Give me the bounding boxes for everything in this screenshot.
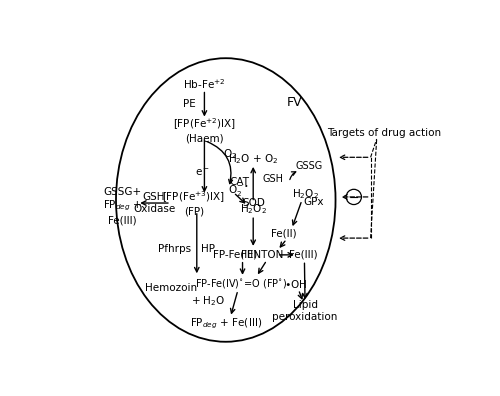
Text: e$^-$: e$^-$ — [196, 167, 210, 178]
Text: Targets of drug action: Targets of drug action — [328, 128, 442, 138]
Text: [FP(Fe$^{+3}$)IX]
(FP): [FP(Fe$^{+3}$)IX] (FP) — [162, 189, 226, 217]
Text: Hemozoin: Hemozoin — [145, 284, 197, 293]
Text: FP$_{deg}$ + Fe(III): FP$_{deg}$ + Fe(III) — [190, 316, 262, 331]
Text: SOD: SOD — [242, 198, 265, 208]
Text: $\bullet$OH: $\bullet$OH — [284, 278, 307, 290]
Text: FV: FV — [286, 96, 302, 109]
Text: GSSG: GSSG — [296, 162, 323, 171]
Text: FENTON: FENTON — [241, 250, 284, 260]
Text: CAT: CAT — [230, 177, 250, 187]
Text: FP-Fe(IV)$^{\circ}$=O (FP$^{\circ}$): FP-Fe(IV)$^{\circ}$=O (FP$^{\circ}$) — [195, 277, 287, 290]
Text: PE: PE — [182, 99, 196, 109]
Text: H$_2$O$_2$: H$_2$O$_2$ — [240, 202, 266, 216]
Text: Fe(III): Fe(III) — [289, 250, 318, 260]
Text: $-$: $-$ — [348, 190, 360, 204]
Text: H$_2$O$_2$: H$_2$O$_2$ — [292, 187, 318, 201]
Text: FP-Fe(III): FP-Fe(III) — [213, 250, 257, 260]
Text: GSH: GSH — [262, 173, 283, 184]
Text: [FP(Fe$^{+2}$)IX]
(Haem): [FP(Fe$^{+2}$)IX] (Haem) — [173, 116, 236, 143]
Text: H$_2$O + O$_2$: H$_2$O + O$_2$ — [228, 152, 278, 166]
Text: Lipid
peroxidation: Lipid peroxidation — [272, 301, 338, 322]
Text: O$_2^{-\bullet}$: O$_2^{-\bullet}$ — [228, 183, 250, 198]
Text: HP: HP — [202, 244, 215, 254]
Text: + H$_2$O: + H$_2$O — [192, 294, 226, 308]
Text: Fe(II): Fe(II) — [271, 228, 296, 238]
Text: Pfhrps: Pfhrps — [158, 244, 190, 254]
Text: Hb-Fe$^{+2}$: Hb-Fe$^{+2}$ — [183, 77, 226, 91]
Text: O$_2$: O$_2$ — [222, 147, 237, 161]
Text: GPx: GPx — [304, 196, 324, 206]
Text: GSH
Oxidase: GSH Oxidase — [133, 192, 175, 214]
Text: GSSG+
FP$_{deg}$ +
Fe(III): GSSG+ FP$_{deg}$ + Fe(III) — [103, 187, 142, 225]
